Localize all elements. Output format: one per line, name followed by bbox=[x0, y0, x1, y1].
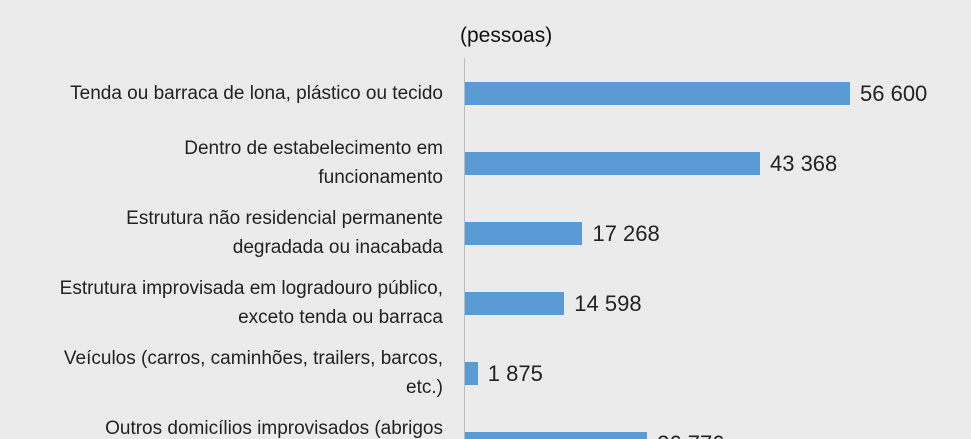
value-label: 1 875 bbox=[487, 361, 543, 386]
chart-subtitle: (pessoas) bbox=[460, 24, 553, 47]
bar bbox=[465, 151, 760, 175]
category-label: Estrutura não residencial permanente deg… bbox=[126, 208, 443, 258]
category-label: Outros domicílios improvisados (abrigos bbox=[105, 417, 443, 439]
axis-line bbox=[464, 58, 465, 439]
category-label: Dentro de estabelecimento em funcionamen… bbox=[184, 138, 443, 188]
value-label: 26 776 bbox=[657, 431, 724, 439]
bar bbox=[465, 291, 565, 315]
bar bbox=[465, 221, 583, 245]
value-label: 56 600 bbox=[860, 81, 928, 106]
value-label: 14 598 bbox=[574, 291, 642, 316]
bar bbox=[465, 431, 648, 439]
value-label: 17 268 bbox=[592, 221, 660, 246]
bar bbox=[465, 81, 850, 105]
value-label: 43 368 bbox=[769, 151, 838, 176]
category-label: Tenda ou barraca de lona, plástico ou te… bbox=[70, 82, 443, 104]
bar bbox=[465, 361, 478, 385]
category-label: Veículos (carros, caminhões, trailers, b… bbox=[63, 348, 443, 398]
category-label: Estrutura improvisada em logradouro públ… bbox=[59, 278, 443, 328]
